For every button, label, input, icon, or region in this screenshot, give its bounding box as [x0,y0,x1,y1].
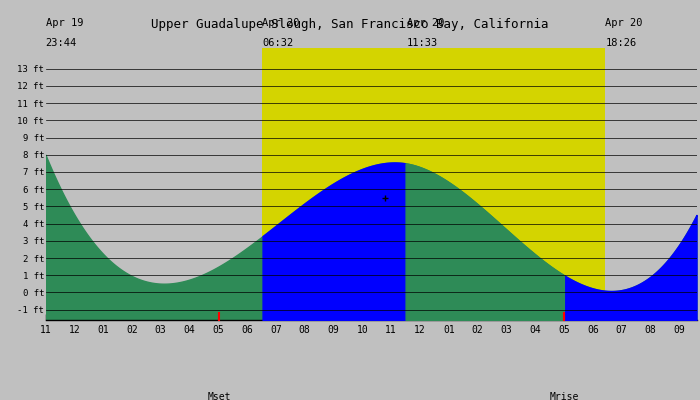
Text: Mrise
17:00: Mrise 17:00 [550,392,579,400]
Bar [262,48,606,320]
Text: 06:32: 06:32 [262,38,294,48]
Text: Apr 20: Apr 20 [262,18,300,28]
Text: Apr 20: Apr 20 [407,18,444,28]
Text: Upper Guadalupe Slough, San Francisco Bay, California: Upper Guadalupe Slough, San Francisco Ba… [151,18,549,31]
Text: Mset
05:02: Mset 05:02 [204,392,234,400]
Text: 23:44: 23:44 [46,38,77,48]
Text: 18:26: 18:26 [606,38,636,48]
Text: 11:33: 11:33 [407,38,438,48]
Text: Apr 20: Apr 20 [606,18,643,28]
Text: Apr 19: Apr 19 [46,18,83,28]
